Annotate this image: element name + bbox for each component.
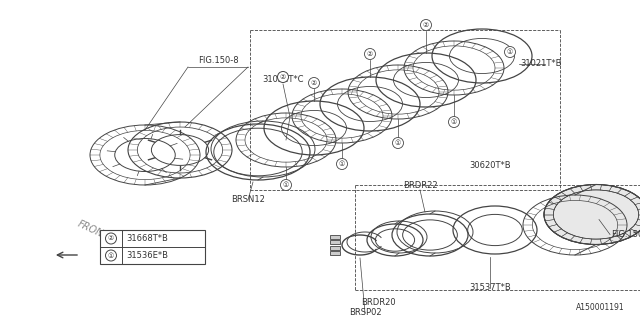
Text: 31021T*B: 31021T*B bbox=[520, 60, 561, 68]
FancyBboxPatch shape bbox=[330, 235, 340, 239]
Circle shape bbox=[337, 158, 348, 170]
Text: ②: ② bbox=[423, 22, 429, 28]
Text: FRONT: FRONT bbox=[76, 219, 110, 242]
Circle shape bbox=[106, 233, 116, 244]
Circle shape bbox=[308, 77, 319, 89]
Text: 31021T*C: 31021T*C bbox=[262, 75, 304, 84]
Text: ①: ① bbox=[108, 252, 114, 259]
Circle shape bbox=[365, 49, 376, 60]
FancyBboxPatch shape bbox=[330, 251, 340, 255]
Text: 31537T*B: 31537T*B bbox=[469, 283, 511, 292]
Text: ②: ② bbox=[367, 51, 373, 57]
Circle shape bbox=[106, 250, 116, 261]
FancyBboxPatch shape bbox=[330, 246, 340, 250]
Text: ①: ① bbox=[507, 49, 513, 55]
Text: 31536E*B: 31536E*B bbox=[126, 251, 168, 260]
Text: BRSN12: BRSN12 bbox=[231, 195, 265, 204]
Circle shape bbox=[504, 46, 515, 58]
Text: ②: ② bbox=[280, 74, 286, 80]
Text: ①: ① bbox=[451, 119, 457, 125]
Text: A150001191: A150001191 bbox=[577, 303, 625, 312]
Text: FIG.150-8: FIG.150-8 bbox=[198, 56, 238, 65]
Ellipse shape bbox=[544, 185, 640, 244]
Text: ①: ① bbox=[339, 161, 345, 167]
Text: BRSP02: BRSP02 bbox=[349, 308, 381, 317]
FancyBboxPatch shape bbox=[330, 240, 340, 244]
Text: BRDR20: BRDR20 bbox=[361, 298, 396, 307]
Circle shape bbox=[280, 180, 291, 190]
Circle shape bbox=[392, 138, 403, 148]
Bar bbox=[100, 230, 205, 264]
Circle shape bbox=[420, 20, 431, 30]
Circle shape bbox=[449, 116, 460, 127]
Text: ②: ② bbox=[108, 236, 114, 242]
Text: ①: ① bbox=[395, 140, 401, 146]
Text: 31668T*B: 31668T*B bbox=[126, 234, 168, 243]
Text: ①: ① bbox=[283, 182, 289, 188]
Text: BRDR22: BRDR22 bbox=[403, 181, 437, 190]
Circle shape bbox=[278, 71, 289, 83]
Text: 30620T*B: 30620T*B bbox=[469, 161, 511, 170]
Text: FIG.150-13: FIG.150-13 bbox=[611, 230, 640, 239]
Text: ②: ② bbox=[311, 80, 317, 86]
